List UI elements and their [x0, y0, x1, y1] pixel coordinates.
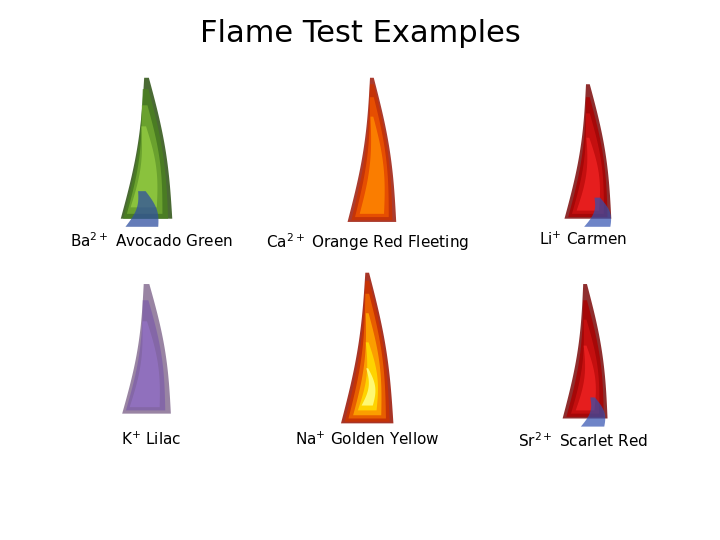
- Polygon shape: [576, 346, 596, 410]
- Polygon shape: [130, 126, 158, 207]
- Polygon shape: [584, 198, 611, 227]
- Polygon shape: [122, 284, 171, 414]
- Polygon shape: [571, 320, 599, 414]
- Polygon shape: [358, 342, 378, 410]
- Text: Na$^{+}$ Golden Yellow: Na$^{+}$ Golden Yellow: [295, 431, 439, 448]
- Polygon shape: [562, 284, 608, 418]
- Polygon shape: [360, 117, 384, 214]
- Text: Ba$^{2+}$ Avocado Green: Ba$^{2+}$ Avocado Green: [70, 231, 233, 250]
- Polygon shape: [127, 105, 163, 214]
- Polygon shape: [581, 397, 606, 427]
- Polygon shape: [572, 113, 604, 214]
- Polygon shape: [355, 97, 389, 217]
- Polygon shape: [568, 97, 608, 217]
- Polygon shape: [567, 300, 604, 417]
- Text: K$^{+}$ Lilac: K$^{+}$ Lilac: [121, 431, 181, 448]
- Polygon shape: [354, 313, 382, 415]
- Polygon shape: [126, 300, 166, 410]
- Text: Li$^{+}$ Carmen: Li$^{+}$ Carmen: [539, 231, 627, 248]
- Polygon shape: [341, 273, 393, 423]
- Polygon shape: [348, 78, 396, 222]
- Polygon shape: [351, 84, 392, 220]
- Polygon shape: [361, 368, 375, 406]
- Polygon shape: [345, 281, 390, 422]
- Polygon shape: [348, 294, 386, 419]
- Text: Ca$^{2+}$ Orange Red Fleeting: Ca$^{2+}$ Orange Red Fleeting: [266, 231, 469, 253]
- Text: Flame Test Examples: Flame Test Examples: [199, 19, 521, 48]
- Polygon shape: [121, 78, 172, 219]
- Polygon shape: [130, 321, 160, 407]
- Polygon shape: [125, 191, 158, 227]
- Polygon shape: [564, 84, 611, 219]
- Polygon shape: [577, 138, 600, 211]
- Polygon shape: [123, 89, 168, 219]
- Text: Sr$^{2+}$ Scarlet Red: Sr$^{2+}$ Scarlet Red: [518, 431, 648, 450]
